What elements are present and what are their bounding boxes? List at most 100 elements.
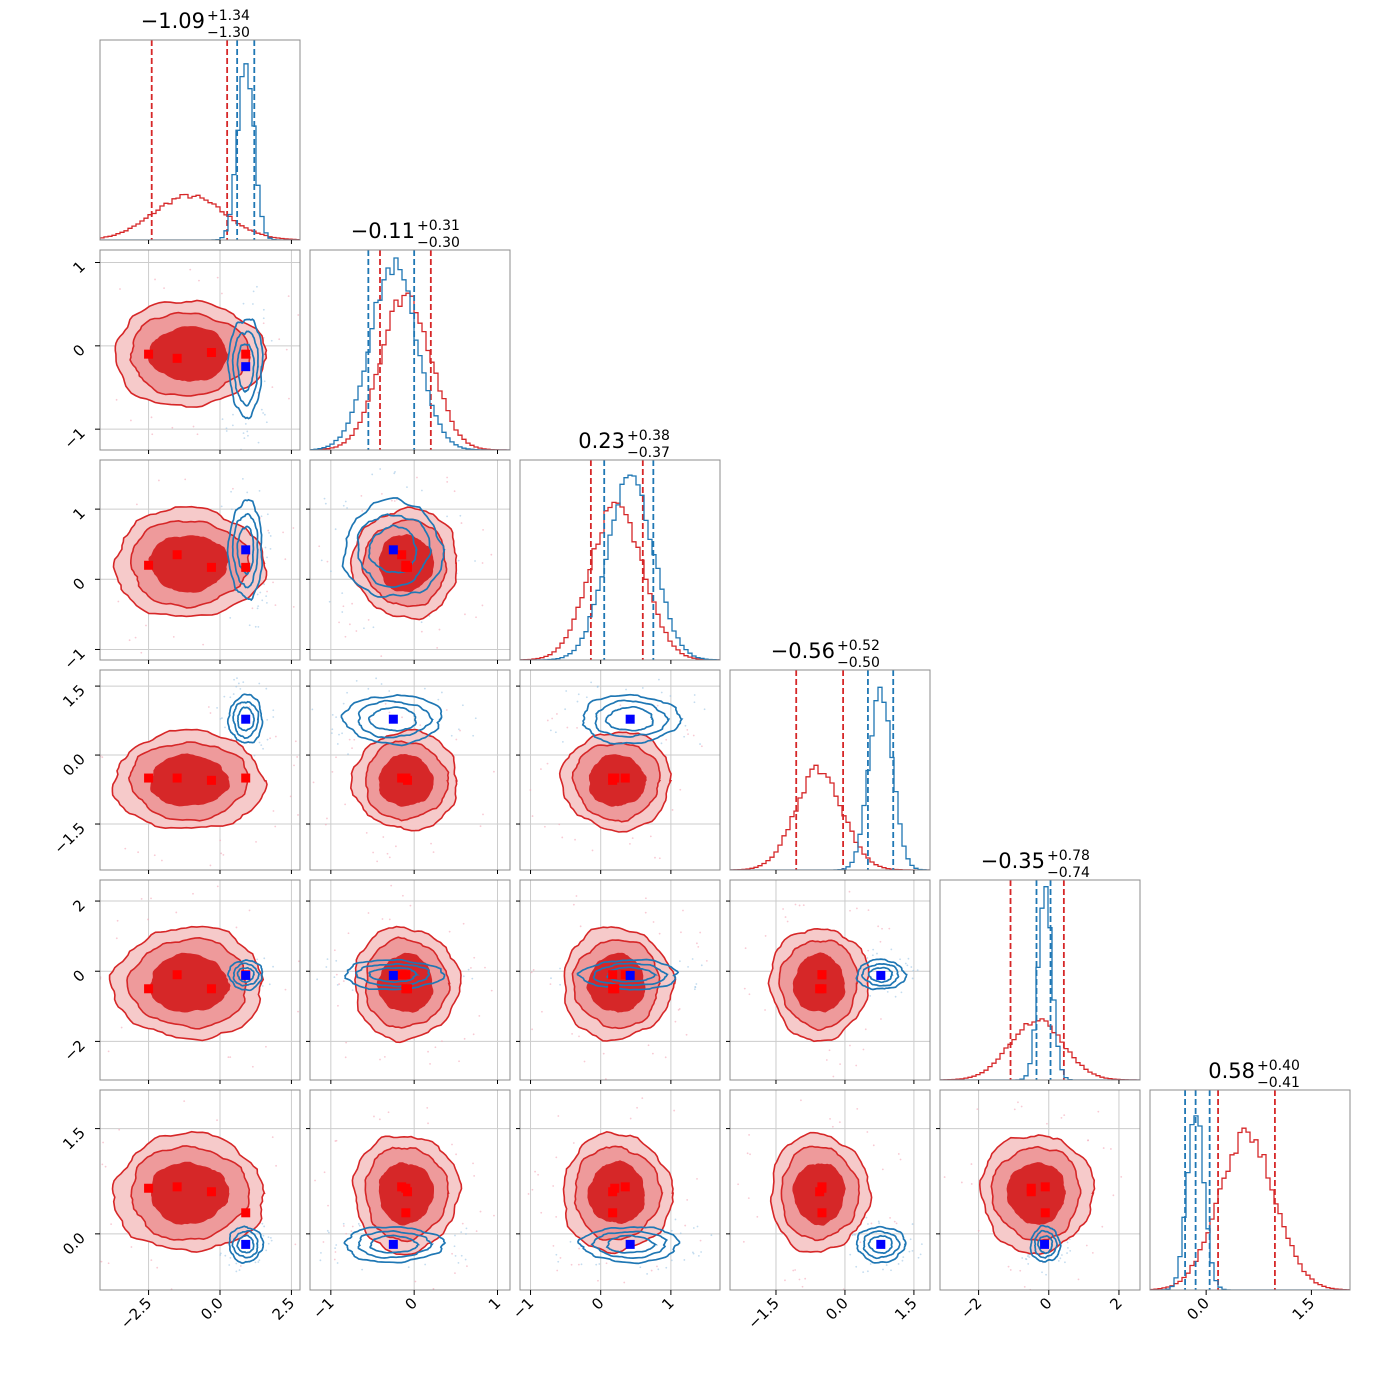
sample-point — [263, 957, 266, 960]
sample-point — [804, 1277, 807, 1280]
sample-point — [679, 788, 682, 791]
sample-point — [272, 965, 274, 968]
sample-point — [890, 1269, 892, 1272]
sample-point — [258, 489, 261, 492]
sample-point — [263, 583, 266, 586]
sample-point — [272, 581, 274, 584]
sample-point — [1041, 1271, 1043, 1274]
sample-point — [877, 925, 880, 928]
panel-frame — [99, 249, 301, 451]
sample-point — [916, 969, 919, 972]
sample-point — [237, 682, 240, 685]
sample-point — [274, 604, 277, 607]
contour-blue — [581, 693, 684, 745]
truth-marker-blue — [625, 714, 635, 724]
sample-point — [678, 1008, 681, 1010]
sample-point — [1027, 1263, 1030, 1265]
sample-point — [379, 1058, 381, 1061]
sample-point — [265, 595, 268, 598]
sample-point — [1007, 1265, 1010, 1268]
sample-point — [569, 1240, 572, 1243]
sample-point — [342, 1222, 345, 1225]
panel-2-1 — [306, 459, 511, 664]
truth-marker-red — [817, 970, 827, 980]
sample-point — [801, 1285, 804, 1288]
truth-marker-blue — [876, 1239, 886, 1249]
sample-point — [115, 398, 118, 401]
sample-point — [301, 946, 303, 948]
sample-point — [320, 559, 323, 562]
sample-point — [278, 338, 281, 341]
sample-point — [794, 1269, 797, 1271]
sample-point — [378, 1118, 381, 1121]
sample-point — [263, 380, 266, 383]
sample-point — [222, 853, 225, 856]
sample-point — [660, 742, 663, 745]
panel-title: −1.09 — [141, 9, 205, 33]
sample-point — [831, 1125, 834, 1128]
sample-point — [261, 985, 264, 987]
sample-point — [275, 1164, 277, 1167]
sample-point — [684, 1224, 687, 1227]
sample-point — [427, 1122, 429, 1125]
sample-point — [83, 558, 85, 560]
truth-marker-red — [815, 1187, 825, 1197]
panel-title-upper: +0.52 — [837, 638, 880, 654]
sample-point — [351, 602, 354, 605]
sample-point — [1069, 1249, 1072, 1252]
contour-red — [150, 753, 230, 807]
sample-point — [572, 903, 575, 906]
sample-point — [219, 839, 222, 842]
sample-point — [557, 1115, 560, 1117]
sample-point — [233, 678, 235, 681]
sample-point — [479, 825, 482, 828]
sample-point — [482, 528, 484, 531]
sample-point — [693, 694, 696, 696]
sample-point — [375, 677, 378, 680]
sample-point — [684, 724, 687, 727]
sample-point — [460, 1231, 463, 1234]
panel-frame — [519, 459, 721, 661]
sample-point — [100, 1260, 103, 1263]
sample-point — [297, 1010, 299, 1013]
sample-point — [219, 1254, 222, 1256]
sample-point — [260, 744, 263, 747]
sample-point — [546, 762, 549, 765]
sample-point — [549, 983, 552, 986]
sample-point — [367, 912, 370, 914]
sample-point — [455, 1153, 457, 1156]
sample-point — [691, 1251, 694, 1254]
sample-point — [467, 968, 470, 971]
sample-point — [272, 716, 275, 718]
sample-point — [919, 1253, 922, 1256]
sample-point — [341, 592, 344, 595]
contour-blue — [236, 706, 255, 732]
sample-point — [786, 920, 789, 923]
sample-point — [147, 918, 149, 921]
sample-point — [334, 1251, 337, 1253]
contour-blue — [232, 962, 261, 987]
sample-point — [1046, 1122, 1048, 1125]
sample-point — [910, 966, 913, 968]
sample-point — [869, 995, 872, 997]
contour-blue — [1029, 1224, 1062, 1263]
truth-marker-red — [206, 984, 216, 994]
sample-point — [320, 1251, 322, 1254]
sample-point — [251, 1065, 254, 1068]
sample-point — [224, 1254, 227, 1257]
panel-5-2: −1 0 1 — [509, 1089, 721, 1322]
sample-point — [878, 1222, 881, 1224]
sample-point — [889, 1216, 891, 1219]
sample-point — [258, 741, 261, 744]
sample-point — [551, 717, 554, 720]
sample-point — [257, 1261, 260, 1263]
sample-point — [423, 687, 426, 690]
sample-point — [420, 630, 423, 633]
sample-point — [196, 433, 199, 436]
sample-point — [231, 424, 234, 427]
sample-point — [342, 504, 345, 507]
contour-blue — [576, 958, 680, 991]
truth-marker-blue — [388, 1239, 398, 1249]
panel-frame — [519, 669, 721, 871]
sample-point — [493, 770, 495, 773]
